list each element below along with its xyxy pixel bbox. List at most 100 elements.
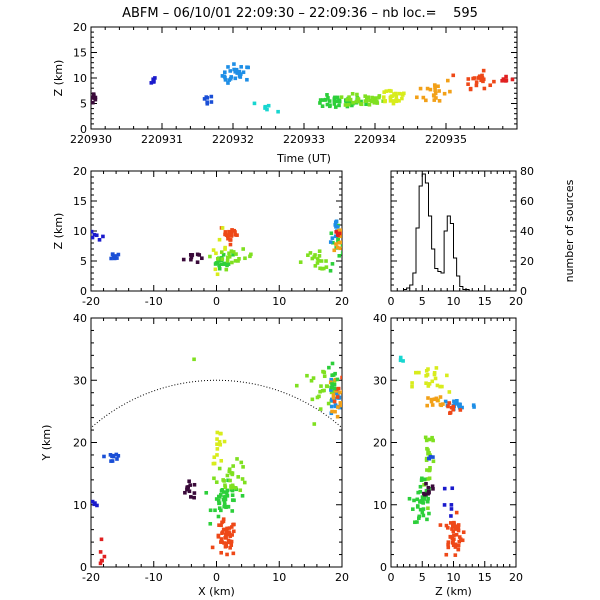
source-point <box>91 235 95 240</box>
source-point <box>414 370 418 375</box>
source-point <box>332 399 337 404</box>
source-point <box>230 533 234 537</box>
title-end-time: 22:09:36 <box>309 6 367 21</box>
source-point <box>430 435 434 440</box>
source-point <box>329 390 334 395</box>
source-point <box>227 78 232 82</box>
source-point <box>428 87 433 92</box>
source-point <box>437 99 442 103</box>
source-point <box>220 520 224 525</box>
source-point <box>421 95 426 100</box>
source-point <box>425 86 430 91</box>
source-point <box>448 411 452 415</box>
source-point <box>333 220 338 225</box>
time-height-xtick-label: 220932 <box>212 133 254 146</box>
source-point <box>444 523 449 528</box>
z-histogram-xtick-label: 10 <box>447 295 461 308</box>
x-z-xtick-label: -20 <box>82 295 100 308</box>
source-point <box>230 228 234 232</box>
source-point <box>204 491 209 495</box>
source-point <box>466 82 470 86</box>
source-point <box>245 77 249 82</box>
source-point <box>221 527 226 532</box>
source-point <box>425 499 430 504</box>
source-point <box>434 96 438 100</box>
source-point <box>226 505 231 509</box>
source-point <box>427 476 432 481</box>
source-point <box>219 489 224 493</box>
source-point <box>241 247 245 251</box>
source-point <box>339 403 342 408</box>
source-point <box>98 561 103 566</box>
source-point <box>215 447 220 451</box>
source-point <box>219 550 223 555</box>
source-point <box>213 508 217 513</box>
source-point <box>429 399 434 404</box>
source-point <box>91 92 96 96</box>
source-point <box>233 70 238 74</box>
source-point <box>335 232 340 237</box>
source-point <box>227 254 232 259</box>
source-point <box>331 395 336 400</box>
source-point <box>447 390 452 394</box>
source-point <box>355 92 359 97</box>
z-histogram-xtick-label: 20 <box>509 295 523 308</box>
source-point <box>460 405 464 410</box>
source-point <box>218 442 223 447</box>
source-point <box>457 405 462 410</box>
source-point <box>426 496 430 501</box>
source-point <box>149 81 154 85</box>
source-point <box>417 514 422 519</box>
source-point <box>222 439 227 444</box>
source-point <box>400 93 405 97</box>
source-point <box>229 249 234 254</box>
x-z-ytick-label: 20 <box>73 165 87 178</box>
source-point <box>452 533 456 537</box>
source-point <box>456 543 461 548</box>
time-height-ytick-label: 0 <box>80 123 87 136</box>
source-point <box>239 65 243 69</box>
source-point <box>320 98 325 102</box>
z-y-xtick-label: 5 <box>419 571 426 584</box>
z-histogram-ytick-label: 60 <box>520 195 534 208</box>
source-point <box>337 231 342 236</box>
x-z-xtick-label: 20 <box>335 295 349 308</box>
source-point <box>224 490 229 495</box>
source-point <box>433 376 438 381</box>
source-point <box>334 242 338 246</box>
source-point <box>456 523 461 527</box>
z-y-xtick-label: 10 <box>447 571 461 584</box>
source-point <box>189 495 193 499</box>
source-point <box>221 252 226 257</box>
source-point <box>340 244 342 248</box>
source-point <box>446 526 450 530</box>
source-point <box>229 525 234 529</box>
source-point <box>223 70 227 75</box>
source-point <box>229 234 234 238</box>
source-point <box>209 100 214 104</box>
source-point <box>317 249 322 253</box>
source-point <box>446 404 450 409</box>
source-point <box>183 490 187 495</box>
source-point <box>318 98 323 102</box>
z-y-xtick-label: 20 <box>509 571 523 584</box>
source-point <box>458 408 463 412</box>
source-point <box>338 234 342 239</box>
source-point <box>436 84 440 89</box>
x-z-ytick-label: 5 <box>80 255 87 268</box>
source-point <box>424 373 428 378</box>
source-point <box>384 89 389 93</box>
source-point <box>432 98 437 102</box>
source-point <box>345 104 350 109</box>
source-point <box>427 382 432 386</box>
source-point <box>225 255 230 260</box>
source-point <box>442 503 447 507</box>
source-point <box>217 523 221 527</box>
source-point <box>332 97 337 102</box>
source-point <box>329 231 334 236</box>
time-height-xtick-label: 220934 <box>354 133 396 146</box>
source-point <box>420 495 425 499</box>
source-point <box>221 490 226 494</box>
source-point <box>328 268 333 273</box>
z-y-panel: 0 5 10 15 20 0 10 20 30 40 Z (km) <box>373 312 523 598</box>
